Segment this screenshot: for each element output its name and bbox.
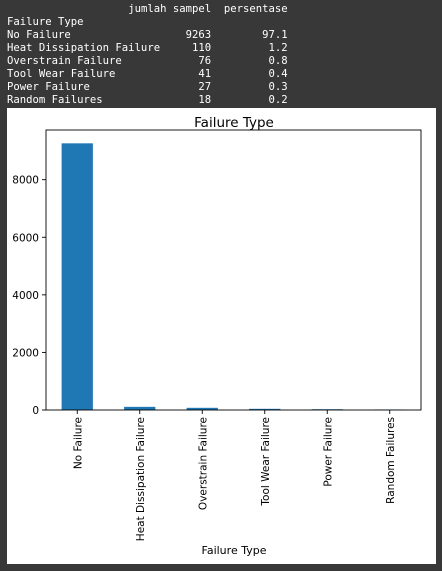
- row-percent: 1.2: [268, 42, 288, 54]
- row-percent: 0.2: [268, 94, 288, 106]
- y-tick-label: 6000: [12, 232, 39, 244]
- column-header-percent: persentase: [223, 3, 288, 15]
- row-count: 41: [198, 68, 212, 80]
- row-count: 9263: [185, 29, 212, 41]
- row-label: Tool Wear Failure: [7, 68, 116, 80]
- y-tick-label: 2000: [12, 347, 39, 359]
- plot-frame: [45, 129, 422, 411]
- row-label: Power Failure: [7, 81, 90, 93]
- dataframe-output: jumlah sampel persentase Failure Type No…: [7, 3, 288, 107]
- y-tick-label: 0: [32, 405, 39, 417]
- row-label: Random Failures: [7, 94, 103, 106]
- y-tick-label: 4000: [12, 290, 39, 302]
- table-row: Power Failure 27 0.3: [7, 81, 288, 93]
- row-count: 18: [198, 94, 212, 106]
- x-tick-label: No Failure: [72, 417, 84, 469]
- x-axis: No Failure Heat Dissipation Failure Overst…: [72, 410, 397, 541]
- row-label: Overstrain Failure: [7, 55, 122, 67]
- x-axis-label: Failure Type: [202, 544, 267, 557]
- table-header-row: jumlah sampel persentase: [7, 3, 288, 15]
- table-row: Random Failures 18 0.2: [7, 94, 288, 106]
- chart-title: Failure Type: [194, 115, 274, 131]
- row-percent: 0.4: [268, 68, 288, 80]
- index-name: Failure Type: [7, 16, 84, 28]
- row-label: Heat Dissipation Failure: [7, 42, 161, 54]
- row-percent: 0.3: [268, 81, 288, 93]
- row-count: 27: [198, 81, 212, 93]
- table-row: Heat Dissipation Failure 110 1.2: [7, 42, 288, 54]
- bars-group: [61, 143, 406, 410]
- bar: [61, 143, 93, 410]
- row-count: 76: [198, 55, 212, 67]
- column-header-count: jumlah sampel: [128, 3, 212, 15]
- bar: [186, 407, 218, 410]
- row-percent: 97.1: [262, 29, 288, 41]
- table-row: Overstrain Failure 76 0.8: [7, 55, 288, 67]
- bar-chart: Failure Type 0 2000 4000 6000 8000 No Failur…: [12, 115, 422, 557]
- bar: [124, 406, 156, 410]
- x-tick-label: Overstrain Failure: [197, 417, 209, 510]
- row-percent: 0.8: [268, 55, 288, 67]
- bar: [249, 408, 281, 410]
- table-row: Tool Wear Failure 41 0.4: [7, 68, 288, 80]
- x-tick-label: Random Failures: [385, 417, 397, 504]
- y-axis: 0 2000 4000 6000 8000: [12, 175, 46, 417]
- row-label: No Failure: [7, 29, 71, 41]
- row-count: 110: [191, 42, 212, 54]
- x-tick-label: Power Failure: [322, 417, 334, 487]
- x-tick-label: Tool Wear Failure: [260, 417, 272, 507]
- table-row: No Failure 9263 97.1: [7, 29, 288, 41]
- chart-output-panel: Failure Type 0 2000 4000 6000 8000 No Failur…: [7, 108, 436, 564]
- x-tick-label: Heat Dissipation Failure: [135, 417, 147, 541]
- table-rows: No Failure 9263 97.1 Heat Dissipation Fa…: [7, 29, 288, 106]
- y-tick-label: 8000: [12, 175, 39, 187]
